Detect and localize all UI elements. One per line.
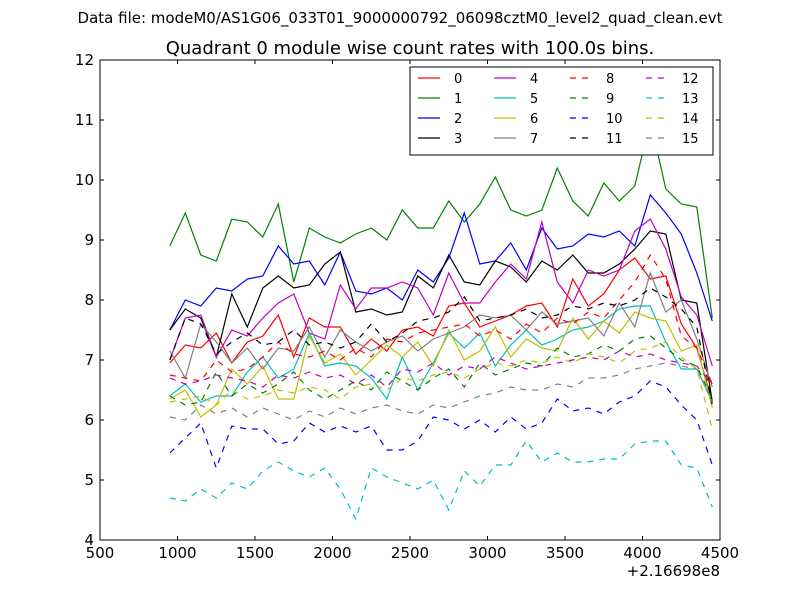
series-line-2 <box>169 193 713 331</box>
x-tick-label: 1000 <box>158 544 196 562</box>
legend-label-14: 14 <box>682 112 699 127</box>
series-line-15 <box>169 362 713 421</box>
legend-box <box>409 66 714 156</box>
x-tick-label: 500 <box>86 544 115 562</box>
chart-suptitle: Data file: modeM0/AS1G06_033T01_90000007… <box>78 9 723 28</box>
legend-label-15: 15 <box>682 132 699 147</box>
legend-label-11: 11 <box>606 132 623 147</box>
series-line-9 <box>169 335 713 406</box>
x-offset-label: +2.16698e8 <box>627 562 720 580</box>
y-tick-label: 8 <box>84 291 94 309</box>
legend-label-3: 3 <box>454 132 462 147</box>
legend-label-2: 2 <box>454 112 462 127</box>
legend-label-4: 4 <box>530 72 538 87</box>
series-line-13 <box>169 439 713 521</box>
legend-label-6: 6 <box>530 112 538 127</box>
series-line-11 <box>169 287 713 406</box>
series-line-7 <box>169 271 713 388</box>
series-line-12 <box>169 350 713 388</box>
x-tick-label: 2500 <box>391 544 429 562</box>
legend-label-9: 9 <box>606 92 614 107</box>
series-line-14 <box>169 341 713 430</box>
legend-label-13: 13 <box>682 92 699 107</box>
legend-label-8: 8 <box>606 72 614 87</box>
x-tick-label: 3000 <box>468 544 506 562</box>
series-line-1 <box>169 119 713 319</box>
legend-label-10: 10 <box>606 112 623 127</box>
y-tick-label: 10 <box>75 171 94 189</box>
y-tick-label: 11 <box>75 111 94 129</box>
y-tick-label: 12 <box>75 51 94 69</box>
y-tick-label: 5 <box>84 471 94 489</box>
y-tick-label: 6 <box>84 411 94 429</box>
axes: 500 1000 1500 2000 2500 3000 3500 4000 4500 4 5 6 7 8… <box>75 51 739 562</box>
x-tick-label: 4500 <box>701 544 739 562</box>
series-line-8 <box>169 253 713 385</box>
x-tick-label: 4000 <box>623 544 661 562</box>
series-line-6 <box>169 311 713 418</box>
x-tick-label: 3500 <box>546 544 584 562</box>
legend-label-5: 5 <box>530 92 538 107</box>
legend-label-1: 1 <box>454 92 462 107</box>
y-tick-label: 4 <box>84 531 94 549</box>
y-tick-label: 9 <box>84 231 94 249</box>
series-line-0 <box>169 257 713 403</box>
y-tick-label: 7 <box>84 351 94 369</box>
x-tick-label: 2000 <box>313 544 351 562</box>
legend-label-0: 0 <box>454 72 462 87</box>
legend-label-12: 12 <box>682 72 699 87</box>
legend-label-7: 7 <box>530 132 538 147</box>
plot-area <box>169 119 713 521</box>
series-line-4 <box>169 218 713 367</box>
x-tick-label: 1500 <box>236 544 274 562</box>
chart-title: Quadrant 0 module wise count rates with … <box>166 38 655 59</box>
series-line-3 <box>169 230 713 403</box>
